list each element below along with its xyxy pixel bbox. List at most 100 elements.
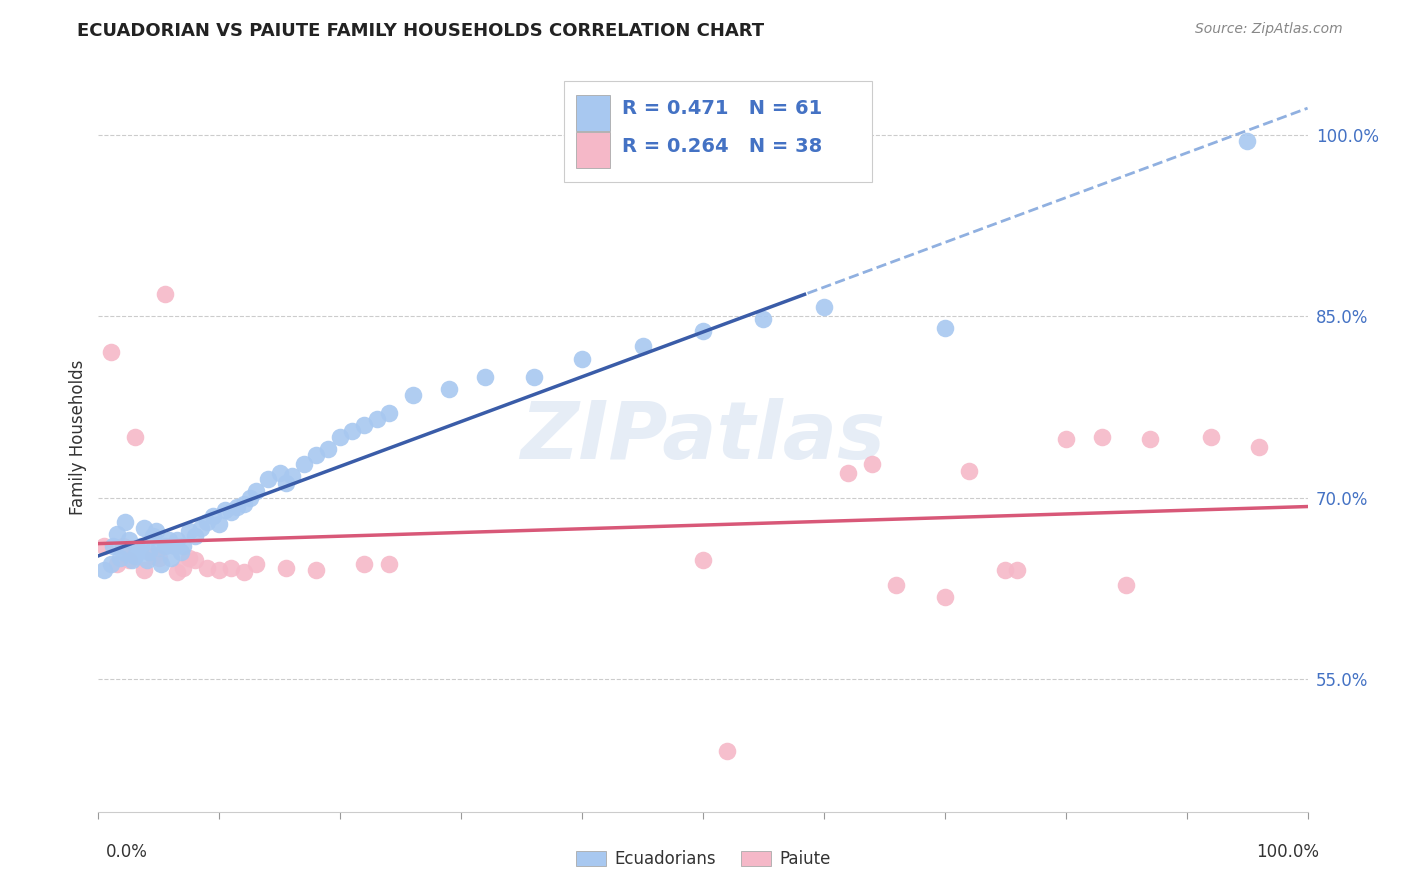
Point xyxy=(1054,433,1077,447)
Point xyxy=(135,553,157,567)
Point xyxy=(245,557,267,571)
Point xyxy=(377,406,399,420)
Point xyxy=(342,424,364,438)
Point xyxy=(111,545,134,559)
Point xyxy=(153,287,176,301)
Point xyxy=(105,526,128,541)
Point xyxy=(118,553,141,567)
Point xyxy=(166,566,188,580)
Point xyxy=(134,521,156,535)
Text: Source: ZipAtlas.com: Source: ZipAtlas.com xyxy=(1195,22,1343,37)
Point xyxy=(1007,563,1029,577)
Point xyxy=(184,529,207,543)
Point xyxy=(153,539,176,553)
Point xyxy=(316,442,339,457)
Point xyxy=(692,553,714,567)
Point xyxy=(366,412,388,426)
Point xyxy=(292,457,315,471)
Point xyxy=(860,457,883,471)
Point xyxy=(232,566,254,580)
Point xyxy=(163,539,186,553)
Point xyxy=(208,517,231,532)
Point xyxy=(134,563,156,577)
Point xyxy=(148,550,170,565)
Point xyxy=(305,563,328,577)
Point xyxy=(118,533,141,547)
Point xyxy=(124,430,146,444)
Point xyxy=(1199,430,1222,444)
Point xyxy=(232,497,254,511)
Point xyxy=(138,545,160,559)
Point xyxy=(169,545,191,559)
Point xyxy=(195,515,218,529)
Point xyxy=(353,557,375,571)
Point xyxy=(377,557,399,571)
Point xyxy=(221,560,243,574)
FancyBboxPatch shape xyxy=(576,95,610,130)
Point xyxy=(571,351,593,366)
Point xyxy=(274,560,297,574)
Point xyxy=(108,550,131,565)
Point xyxy=(145,524,167,539)
Point xyxy=(172,560,194,574)
Point xyxy=(179,550,201,565)
Y-axis label: Family Households: Family Households xyxy=(69,359,87,515)
Point xyxy=(172,539,194,553)
Point xyxy=(353,417,375,432)
Point xyxy=(100,345,122,359)
Point xyxy=(226,500,249,515)
Point xyxy=(752,311,775,326)
Point xyxy=(957,464,980,478)
Point xyxy=(256,472,278,486)
Point xyxy=(111,539,134,553)
Point xyxy=(114,515,136,529)
Text: ZIPatlas: ZIPatlas xyxy=(520,398,886,476)
Point xyxy=(886,577,908,591)
Point xyxy=(93,563,115,577)
Point xyxy=(124,549,146,563)
Point xyxy=(142,529,165,543)
Point xyxy=(105,557,128,571)
Point xyxy=(160,550,183,565)
Point xyxy=(837,467,859,481)
Point xyxy=(202,508,225,523)
Text: R = 0.471   N = 61: R = 0.471 N = 61 xyxy=(621,99,823,119)
Point xyxy=(305,448,328,462)
Point xyxy=(184,553,207,567)
Point xyxy=(631,339,654,353)
Point xyxy=(474,369,496,384)
Point xyxy=(716,744,738,758)
Point xyxy=(221,505,243,519)
Point xyxy=(934,590,956,604)
Point xyxy=(157,533,180,547)
Text: 100.0%: 100.0% xyxy=(1256,843,1319,861)
Point xyxy=(813,300,835,314)
Point xyxy=(523,369,546,384)
Point xyxy=(239,491,262,505)
Point xyxy=(402,388,425,402)
Text: R = 0.264   N = 38: R = 0.264 N = 38 xyxy=(621,136,823,156)
FancyBboxPatch shape xyxy=(576,132,610,168)
Point xyxy=(93,539,115,553)
Point xyxy=(101,539,124,553)
Point xyxy=(692,324,714,338)
Point xyxy=(190,521,212,535)
FancyBboxPatch shape xyxy=(564,81,872,182)
Point xyxy=(121,553,143,567)
Point xyxy=(214,502,236,516)
Point xyxy=(1139,433,1161,447)
Point xyxy=(934,321,956,335)
Point xyxy=(274,475,297,490)
Point xyxy=(148,541,170,556)
Point xyxy=(142,549,165,563)
Point xyxy=(195,560,218,574)
Point xyxy=(100,557,122,571)
Point xyxy=(329,430,352,444)
Point xyxy=(127,541,149,556)
Point xyxy=(269,467,291,481)
Point xyxy=(179,524,201,539)
Text: ECUADORIAN VS PAIUTE FAMILY HOUSEHOLDS CORRELATION CHART: ECUADORIAN VS PAIUTE FAMILY HOUSEHOLDS C… xyxy=(77,22,765,40)
Point xyxy=(1091,430,1114,444)
Point xyxy=(166,533,188,547)
Point xyxy=(1236,134,1258,148)
